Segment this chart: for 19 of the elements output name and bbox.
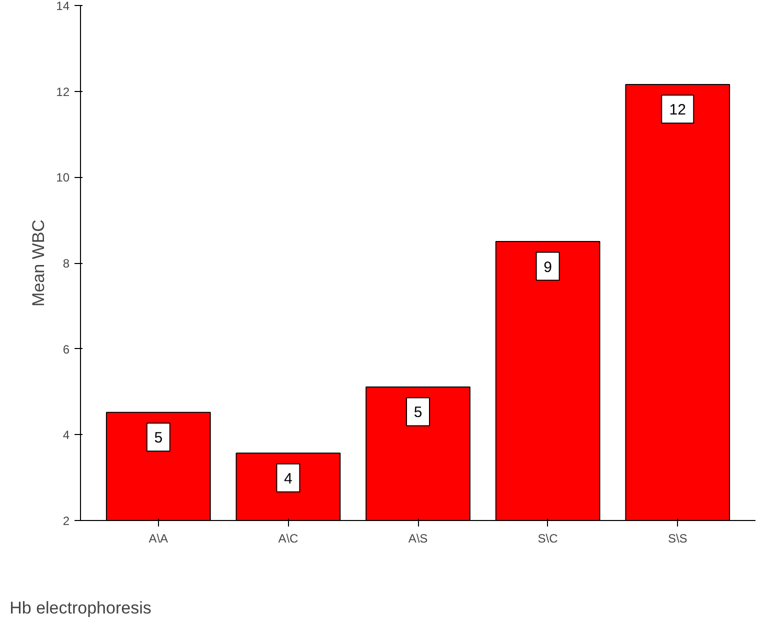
data-label: 9: [544, 258, 552, 276]
y-tick-label: 12: [56, 84, 70, 99]
y-tick-label: 2: [62, 514, 70, 528]
data-label: 4: [284, 470, 292, 488]
data-label: 5: [414, 404, 422, 422]
x-tick-label: S\S: [668, 532, 688, 546]
y-tick-label: 6: [62, 342, 70, 356]
x-tick-label: A\A: [148, 532, 168, 546]
x-tick-label: A\S: [408, 532, 428, 546]
y-tick-label: 14: [56, 0, 70, 13]
data-label: 5: [154, 430, 163, 447]
x-tick-label: A\C: [278, 532, 299, 546]
y-tick-label: 4: [62, 428, 70, 442]
data-label: 12: [669, 102, 686, 119]
y-tick-label: 8: [62, 256, 70, 270]
y-axis-title: Mean WBC: [29, 220, 48, 306]
x-axis-title: Hb electrophoresis: [10, 598, 152, 618]
y-tick-label: 10: [56, 170, 70, 185]
x-tick-label: S\C: [538, 532, 558, 546]
